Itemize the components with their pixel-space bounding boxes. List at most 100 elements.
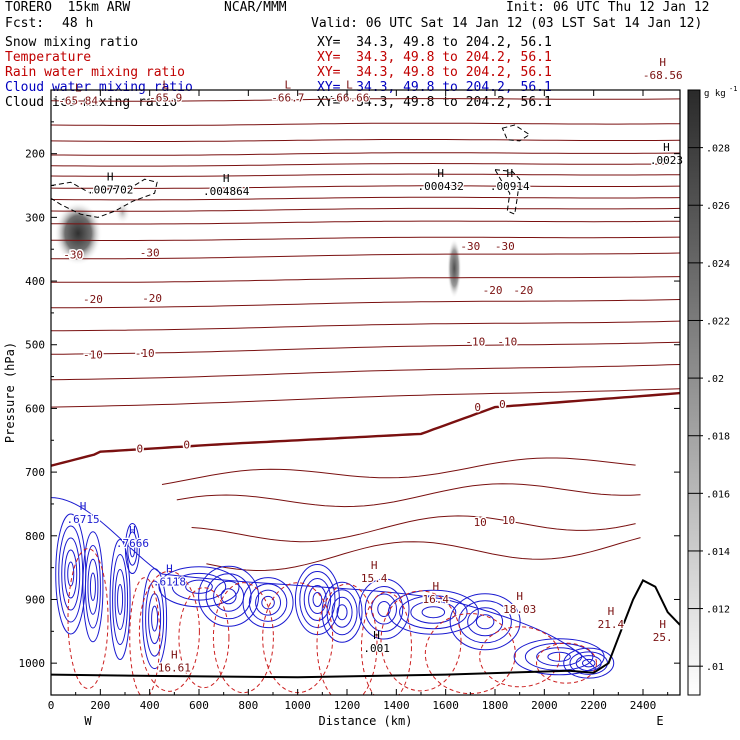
rain-water-contour: [424, 613, 516, 695]
x-tick-label: 400: [140, 699, 160, 712]
cloud-water-contour: [158, 566, 240, 608]
cloud-water-contour: [308, 584, 327, 614]
cloud-ice-contour: [51, 178, 158, 218]
extremum-value: 18.03: [503, 603, 536, 616]
extremum-marker: L: [75, 82, 82, 95]
extremum-value: .0023: [650, 154, 683, 167]
cloud-water-contour: [142, 568, 168, 670]
extremum-marker: H: [223, 172, 230, 185]
cloud-water-contour: [55, 513, 87, 635]
cloud-water-contour: [124, 523, 140, 575]
y-tick-label: 800: [25, 530, 45, 543]
cloud-water-contour: [547, 651, 571, 662]
cloud-water-contour: [220, 588, 237, 605]
init-time: Init: 06 UTC Thu 12 Jan 12: [506, 0, 710, 15]
temperature-contour-label: 10: [502, 514, 515, 527]
cloud-water-contour: [117, 583, 124, 615]
extremum-marker: L: [284, 78, 291, 91]
temperature-contour-label: -10: [497, 336, 517, 349]
extremum-marker: H: [432, 580, 439, 593]
temperature-contour-label: -30: [495, 240, 515, 253]
colorbar-tick-label: .026: [706, 201, 730, 212]
rain-water-contour: [212, 582, 274, 694]
colorbar-tick-label: .012: [706, 605, 730, 616]
cloud-water-contour: [84, 544, 101, 629]
y-tick-label: 200: [25, 148, 45, 161]
forecast-value: 48 h: [62, 16, 94, 31]
isotherm-zero: [51, 391, 680, 467]
cloud-water-contour: [303, 577, 332, 621]
temperature-contour-label: 0: [474, 401, 481, 414]
y-tick-label: 700: [25, 466, 45, 479]
temperature-contour-label: -20: [513, 284, 533, 297]
isotherm: [51, 236, 680, 241]
colorbar-tick-label: .016: [706, 489, 730, 500]
cloud-water-contour: [299, 570, 336, 628]
field-xy-rain: XY= 34.3, 49.8 to 204.2, 56.1: [317, 65, 552, 80]
cloud-water-contour: [151, 605, 159, 632]
plot-frame: [50, 89, 681, 696]
cloud-water-contour: [326, 589, 358, 636]
isotherm: [51, 139, 680, 142]
valid-time: Valid: 06 UTC Sat 14 Jan 12 (03 LST Sat …: [311, 16, 703, 31]
cloud-water-contour: [148, 593, 162, 645]
x-tick-label: 200: [90, 699, 110, 712]
cloud-water-contour: [109, 538, 131, 660]
cloud-water-contour: [64, 549, 78, 599]
cloud-water-contour: [205, 573, 252, 620]
x-tick-label: 1600: [432, 699, 459, 712]
field-name-rain: Rain water mixing ratio: [5, 65, 186, 80]
terrain-line: [51, 579, 680, 679]
extremum-value: -68.56: [643, 69, 683, 82]
x-axis-label: Distance (km): [319, 714, 413, 728]
cloud-water-contour: [358, 578, 410, 640]
cloud-water-contour: [145, 580, 165, 657]
rain-water-contour: [316, 583, 378, 695]
field-xy-temperature: XY= 34.3, 49.8 to 204.2, 56.1: [317, 50, 552, 65]
isotherm: [51, 252, 680, 260]
temperature-contour-label: -30: [63, 248, 83, 261]
extremum-value: -66.66: [330, 91, 370, 104]
extremum-marker: H: [663, 141, 670, 154]
cloud-water-contour: [410, 600, 457, 624]
cloud-water-contour: [82, 531, 104, 643]
cloud-water-contour: [248, 583, 288, 622]
temperature-contour-label: -10: [465, 336, 485, 349]
rain-water-contour: [360, 591, 412, 695]
rain-water-contour: [67, 548, 109, 690]
extremum-marker: L: [162, 78, 169, 91]
y-tick-label: 1000: [19, 657, 46, 670]
field-name-temperature: Temperature: [5, 50, 92, 65]
isotherm: [51, 388, 680, 408]
temperature-contour-label: -10: [83, 348, 103, 361]
extremum-marker: H: [373, 629, 380, 642]
y-tick-label: 300: [25, 211, 45, 224]
colorbar-unit: g kg: [704, 89, 726, 99]
isotherm: [51, 207, 680, 212]
forecast-label: Fcst:: [5, 16, 45, 31]
extremum-value: 16.61: [158, 661, 191, 674]
cloud-water-contour: [261, 595, 275, 610]
rain-water-contour: [178, 587, 230, 689]
cloud-water-contour: [421, 606, 446, 619]
extremum-value: .007702: [87, 184, 133, 197]
isotherm-warm: [176, 483, 641, 508]
extremum-value: 16.4: [423, 593, 450, 606]
isotherm: [51, 220, 680, 225]
isotherm: [51, 185, 680, 189]
extremum-marker: H: [80, 500, 87, 513]
cloud-water-contour: [242, 577, 294, 629]
isotherm: [51, 196, 680, 201]
cloud-water-contour: [61, 537, 81, 611]
extremum-value: -65.9: [149, 91, 182, 104]
isotherm: [51, 364, 680, 381]
extremum-marker: H: [171, 648, 178, 661]
field-name-cloud-water: Cloud water mixing ratio: [5, 80, 193, 95]
x-tick-label: 800: [238, 699, 258, 712]
x-tick-label: 1800: [482, 699, 509, 712]
isotherm: [51, 173, 680, 177]
cloud-water-contour: [467, 607, 504, 637]
x-tick-label: 2200: [580, 699, 607, 712]
extremum-value: .6118: [153, 575, 186, 588]
